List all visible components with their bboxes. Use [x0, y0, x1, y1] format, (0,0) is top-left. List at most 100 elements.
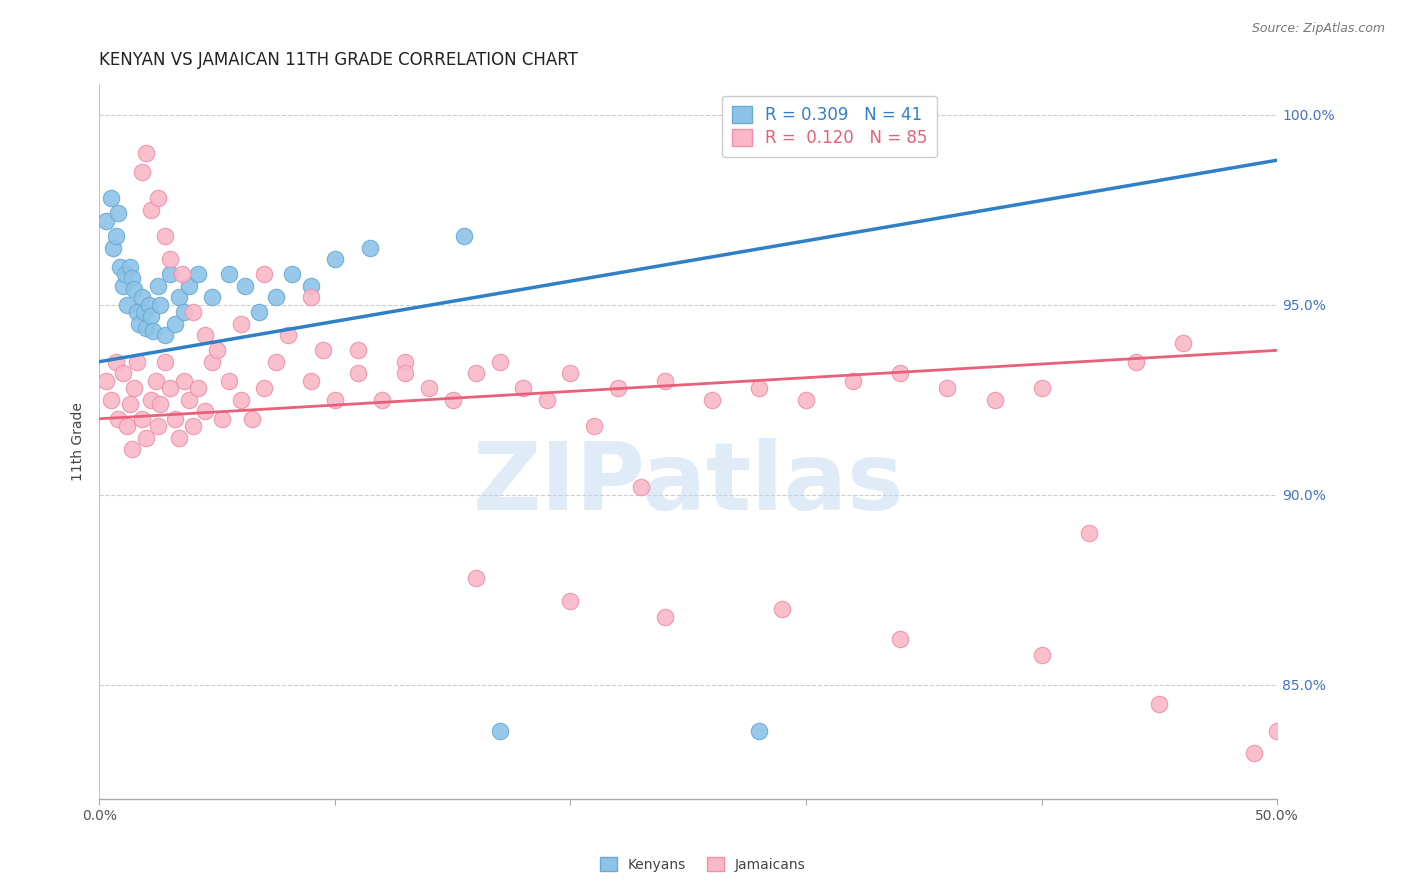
Point	[146, 278, 169, 293]
Point	[159, 381, 181, 395]
Point	[323, 392, 346, 407]
Point	[299, 374, 322, 388]
Point	[167, 290, 190, 304]
Point	[488, 723, 510, 738]
Point	[229, 317, 252, 331]
Point	[889, 366, 911, 380]
Point	[253, 381, 276, 395]
Point	[139, 202, 162, 217]
Point	[418, 381, 440, 395]
Point	[465, 366, 488, 380]
Point	[1031, 381, 1053, 395]
Y-axis label: 11th Grade: 11th Grade	[72, 402, 86, 481]
Point	[118, 396, 141, 410]
Point	[96, 374, 118, 388]
Point	[173, 305, 195, 319]
Point	[194, 328, 217, 343]
Point	[124, 381, 146, 395]
Point	[103, 241, 125, 255]
Point	[187, 267, 209, 281]
Point	[253, 267, 276, 281]
Point	[124, 283, 146, 297]
Point	[177, 392, 200, 407]
Point	[170, 267, 193, 281]
Point	[142, 324, 165, 338]
Point	[700, 392, 723, 407]
Point	[794, 392, 817, 407]
Point	[125, 305, 148, 319]
Point	[132, 305, 155, 319]
Point	[121, 271, 143, 285]
Point	[128, 317, 150, 331]
Point	[121, 442, 143, 457]
Point	[512, 381, 534, 395]
Point	[100, 191, 122, 205]
Point	[1149, 697, 1171, 711]
Point	[1125, 355, 1147, 369]
Point	[138, 298, 160, 312]
Point	[312, 343, 335, 358]
Point	[394, 355, 416, 369]
Point	[394, 366, 416, 380]
Point	[347, 366, 370, 380]
Point	[233, 278, 256, 293]
Point	[488, 355, 510, 369]
Point	[772, 602, 794, 616]
Point	[983, 392, 1005, 407]
Point	[159, 252, 181, 266]
Point	[201, 290, 224, 304]
Point	[536, 392, 558, 407]
Text: Source: ZipAtlas.com: Source: ZipAtlas.com	[1251, 22, 1385, 36]
Point	[107, 411, 129, 425]
Point	[145, 374, 167, 388]
Point	[842, 374, 865, 388]
Point	[347, 343, 370, 358]
Point	[299, 290, 322, 304]
Point	[465, 572, 488, 586]
Point	[247, 305, 270, 319]
Point	[205, 343, 228, 358]
Point	[323, 252, 346, 266]
Point	[111, 278, 134, 293]
Point	[441, 392, 464, 407]
Point	[146, 419, 169, 434]
Point	[153, 355, 176, 369]
Point	[131, 164, 153, 178]
Point	[371, 392, 394, 407]
Point	[117, 419, 139, 434]
Text: ZIPatlas: ZIPatlas	[472, 439, 904, 531]
Point	[453, 229, 475, 244]
Point	[299, 278, 322, 293]
Point	[173, 374, 195, 388]
Point	[560, 594, 582, 608]
Point	[111, 366, 134, 380]
Point	[183, 419, 205, 434]
Point	[1243, 747, 1265, 761]
Point	[100, 392, 122, 407]
Point	[194, 404, 217, 418]
Point	[606, 381, 628, 395]
Point	[654, 374, 676, 388]
Point	[104, 229, 127, 244]
Point	[218, 267, 240, 281]
Point	[139, 392, 162, 407]
Point	[149, 298, 172, 312]
Point	[163, 411, 186, 425]
Point	[264, 290, 287, 304]
Point	[107, 206, 129, 220]
Point	[177, 278, 200, 293]
Text: KENYAN VS JAMAICAN 11TH GRADE CORRELATION CHART: KENYAN VS JAMAICAN 11TH GRADE CORRELATIO…	[100, 51, 578, 69]
Point	[149, 396, 172, 410]
Point	[187, 381, 209, 395]
Point	[167, 431, 190, 445]
Point	[131, 290, 153, 304]
Point	[118, 260, 141, 274]
Point	[748, 723, 770, 738]
Point	[936, 381, 959, 395]
Point	[1171, 335, 1194, 350]
Point	[1077, 525, 1099, 540]
Point	[146, 191, 169, 205]
Point	[748, 381, 770, 395]
Point	[264, 355, 287, 369]
Legend: Kenyans, Jamaicans: Kenyans, Jamaicans	[596, 853, 810, 876]
